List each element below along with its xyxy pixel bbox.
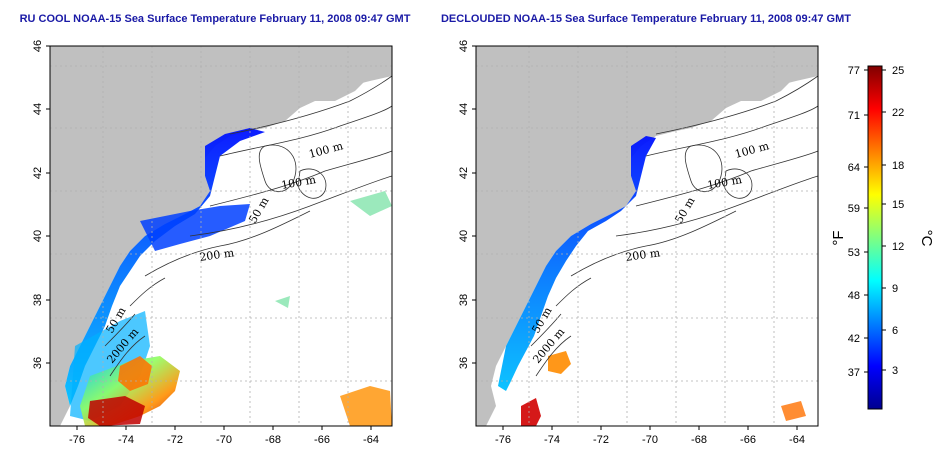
contour-label-100m-mid: 100 m bbox=[280, 173, 317, 192]
cold-coastal-band bbox=[498, 136, 656, 391]
celsius-tick-label: 22 bbox=[892, 107, 904, 119]
x-tick-label: -66 bbox=[314, 434, 330, 446]
x-tick-label: -74 bbox=[118, 434, 134, 446]
offshore-patches bbox=[275, 191, 392, 308]
southeast-warm-patch bbox=[340, 386, 392, 426]
right-x-axis: -76 -74 -72 -70 -68 -66 -64 bbox=[495, 426, 805, 446]
y-tick-label: 36 bbox=[32, 357, 44, 369]
x-tick-label: -66 bbox=[740, 434, 756, 446]
celsius-tick-label: 12 bbox=[892, 241, 904, 253]
right-map: 100 m 100 m 50 m 200 m 50 m 2000 m bbox=[475, 45, 819, 427]
x-tick-label: -68 bbox=[265, 434, 281, 446]
y-tick-label: 42 bbox=[458, 167, 470, 179]
contour-label-200m: 200 m bbox=[625, 246, 662, 264]
fahrenheit-tick-label: 53 bbox=[848, 247, 860, 259]
celsius-tick-label: 15 bbox=[892, 199, 904, 211]
celsius-tick-label: 9 bbox=[892, 283, 898, 295]
fahrenheit-tick-label: 48 bbox=[848, 290, 860, 302]
map-grid bbox=[50, 46, 392, 426]
gulf-stream-core bbox=[88, 396, 145, 426]
x-tick-label: -76 bbox=[69, 434, 85, 446]
y-tick-label: 46 bbox=[32, 40, 44, 52]
right-panel: DECLOUDED NOAA-15 Sea Surface Temperatur… bbox=[441, 13, 851, 446]
southeast-warm-patch bbox=[781, 401, 806, 421]
left-panel: RU COOL NOAA-15 Sea Surface Temperature … bbox=[20, 13, 411, 446]
colorbar-bar bbox=[867, 65, 883, 410]
fahrenheit-tick-label: 37 bbox=[848, 367, 860, 379]
y-tick-label: 38 bbox=[458, 294, 470, 306]
colorbar-ticks: 77 71 64 59 53 48 42 37 25 22 18 15 12 9 6 3 bbox=[848, 65, 905, 379]
fahrenheit-tick-label: 59 bbox=[848, 203, 860, 215]
fahrenheit-tick-label: 77 bbox=[848, 65, 860, 77]
shelf-water bbox=[140, 204, 250, 251]
warm-eddy bbox=[118, 356, 152, 391]
y-tick-label: 46 bbox=[458, 40, 470, 52]
fahrenheit-tick-label: 71 bbox=[848, 110, 860, 122]
celsius-tick-label: 3 bbox=[892, 365, 898, 377]
y-tick-label: 44 bbox=[32, 103, 44, 115]
fahrenheit-tick-label: 64 bbox=[848, 162, 860, 174]
warm-eddy bbox=[548, 351, 571, 374]
x-tick-label: -70 bbox=[216, 434, 232, 446]
right-panel-title: DECLOUDED NOAA-15 Sea Surface Temperatur… bbox=[441, 13, 851, 25]
nova-scotia bbox=[721, 46, 818, 86]
left-x-axis: -76 -74 -72 -70 -68 -66 -64 bbox=[69, 426, 379, 446]
fahrenheit-label: °F bbox=[830, 230, 847, 245]
x-tick-label: -68 bbox=[691, 434, 707, 446]
y-tick-label: 40 bbox=[32, 230, 44, 242]
colorbar: 77 71 64 59 53 48 42 37 25 22 18 15 12 9 6 3 °F °C bbox=[830, 65, 935, 410]
y-tick-label: 40 bbox=[458, 230, 470, 242]
contour-label-200m: 200 m bbox=[199, 246, 236, 264]
contour-label-100m-mid: 100 m bbox=[706, 173, 743, 192]
x-tick-label: -64 bbox=[789, 434, 805, 446]
x-tick-label: -72 bbox=[593, 434, 609, 446]
x-tick-label: -74 bbox=[544, 434, 560, 446]
y-tick-label: 38 bbox=[32, 294, 44, 306]
nova-scotia bbox=[295, 46, 392, 86]
x-tick-label: -70 bbox=[642, 434, 658, 446]
left-map: 100 m 100 m 50 m 200 m 50 m 2000 m bbox=[49, 45, 393, 427]
bathymetry-contours bbox=[530, 75, 819, 377]
bathymetry-contours bbox=[104, 75, 393, 377]
x-tick-label: -64 bbox=[363, 434, 379, 446]
celsius-tick-label: 25 bbox=[892, 65, 904, 77]
fahrenheit-tick-label: 42 bbox=[848, 333, 860, 345]
celsius-tick-label: 18 bbox=[892, 160, 904, 172]
y-tick-label: 36 bbox=[458, 357, 470, 369]
x-tick-label: -76 bbox=[495, 434, 511, 446]
x-tick-label: -72 bbox=[167, 434, 183, 446]
land-mass bbox=[476, 46, 818, 426]
gulf-stream-core bbox=[521, 398, 541, 426]
y-tick-label: 44 bbox=[458, 103, 470, 115]
right-y-axis: 46 44 42 40 38 36 bbox=[458, 40, 476, 369]
map-grid bbox=[476, 46, 818, 426]
celsius-tick-label: 6 bbox=[892, 325, 898, 337]
left-y-axis: 46 44 42 40 38 36 bbox=[32, 40, 50, 369]
left-panel-title: RU COOL NOAA-15 Sea Surface Temperature … bbox=[20, 13, 411, 25]
land-mass bbox=[50, 46, 392, 426]
y-tick-label: 42 bbox=[32, 167, 44, 179]
celsius-label: °C bbox=[918, 230, 935, 247]
